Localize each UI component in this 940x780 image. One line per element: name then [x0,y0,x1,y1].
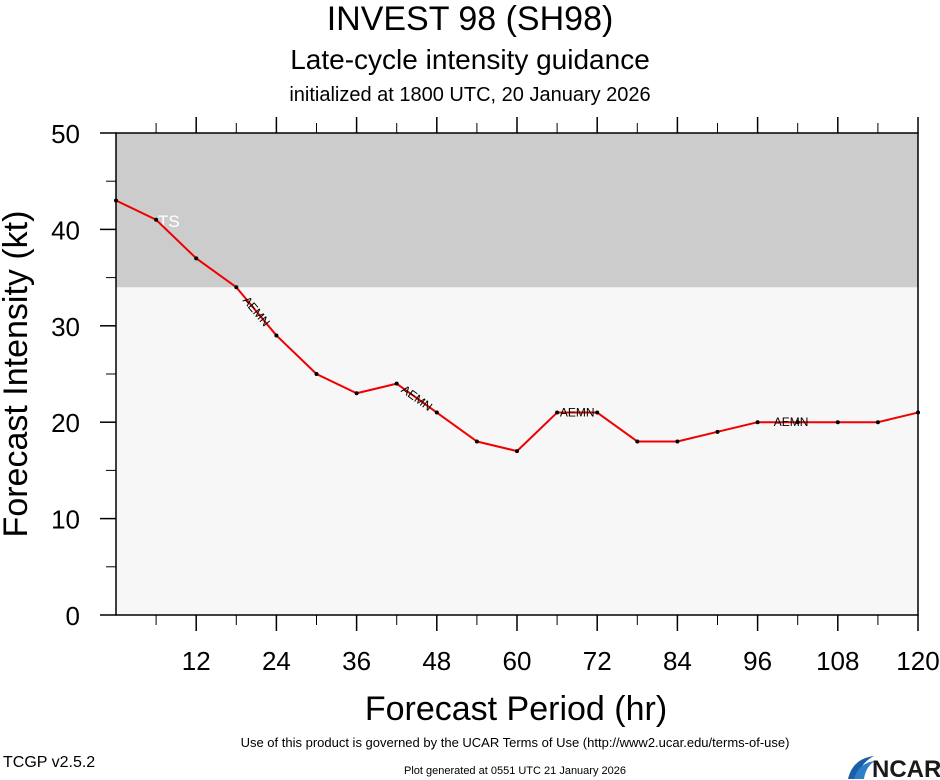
x-tick-label: 60 [503,646,532,676]
y-tick-label: 10 [51,505,80,535]
band-ts [116,133,918,288]
ncar-logo-text: NCAR [872,756,940,780]
data-point [434,410,439,415]
chart-title: INVEST 98 (SH98) [326,0,614,38]
band-label-ts: TS [158,212,180,231]
x-tick-label: 72 [583,646,612,676]
data-point [835,420,840,425]
x-tick-label: 48 [422,646,451,676]
y-tick-label: 30 [51,312,80,342]
axes: 0 10 20 30 40 50 12 24 36 48 60 72 84 96 108 120 [51,117,940,676]
data-point [715,429,720,434]
x-tick-label: 120 [896,646,939,676]
data-point [595,410,600,415]
data-point [555,410,560,415]
chart-subtitle: Late-cycle intensity guidance [290,44,650,75]
series-label-group: AEMN [774,415,809,429]
data-point [114,198,118,203]
data-point [274,333,279,338]
data-point [474,439,479,444]
generated-timestamp: Plot generated at 0551 UTC 21 January 20… [404,765,626,777]
x-tick-label: 12 [182,646,211,676]
x-tick-label: 84 [663,646,692,676]
y-tick-label: 50 [51,119,80,149]
x-tick-label: 108 [816,646,859,676]
data-point [755,420,760,425]
y-tick-label: 0 [66,601,80,631]
data-point [795,420,800,425]
y-tick-label: 20 [51,408,80,438]
y-tick-label: 40 [51,215,80,245]
series-label-group: AEMN [560,406,595,420]
data-point [916,410,920,415]
data-point [354,391,359,396]
x-tick-label: 96 [743,646,772,676]
data-point [515,449,519,454]
plot-background: TS [116,133,918,615]
series-label: AEMN [560,406,595,420]
terms-of-use: Use of this product is governed by the U… [240,735,790,750]
ncar-logo: NCAR [848,756,940,780]
x-axis-label: Forecast Period (hr) [365,690,667,728]
x-tick-label: 36 [342,646,371,676]
data-point [234,285,239,290]
data-point [194,256,199,261]
x-tick-label: 24 [262,646,291,676]
data-point [875,420,880,425]
data-point [154,217,159,222]
data-point [675,439,680,444]
y-axis-label: Forecast Intensity (kt) [0,211,35,538]
data-point [314,372,319,376]
version-label: TCGP v2.5.2 [3,754,96,771]
init-time-line: initialized at 1800 UTC, 20 January 2026 [289,84,651,106]
series-label: AEMN [774,415,809,429]
data-point [394,381,399,386]
data-point [635,439,640,444]
